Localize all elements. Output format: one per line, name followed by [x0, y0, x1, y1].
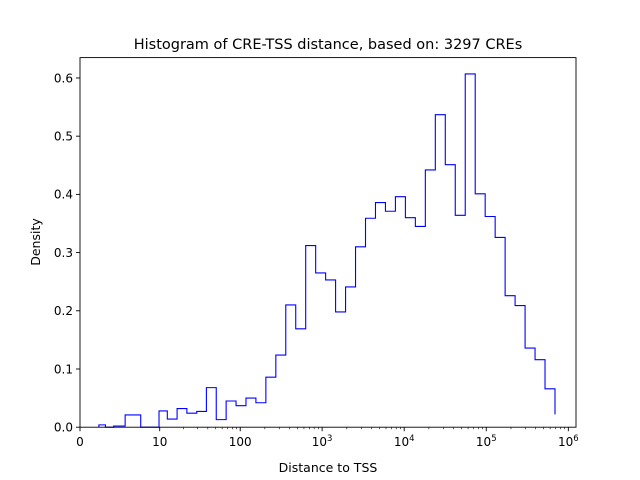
histogram-bin	[455, 215, 465, 427]
y-tick-label: 0.4	[54, 188, 73, 202]
x-axis: 0 10 100 103 104 105 106	[76, 427, 579, 449]
histogram-bin	[246, 398, 256, 427]
histogram-bin	[167, 419, 177, 427]
histogram-bin	[366, 218, 376, 427]
histogram-outline	[98, 73, 556, 428]
histogram-bin	[385, 211, 395, 427]
histogram-bin	[266, 377, 276, 427]
histogram-bin	[177, 409, 187, 428]
histogram-bin	[216, 420, 226, 428]
histogram-bin	[159, 411, 167, 427]
plot-area	[98, 73, 556, 428]
x-axis-label: Distance to TSS	[279, 460, 378, 475]
histogram-bin	[206, 388, 216, 428]
histogram-bin	[236, 406, 246, 428]
histogram-bin	[336, 312, 346, 427]
histogram-bin	[525, 348, 535, 427]
y-tick-label: 0.2	[54, 304, 73, 318]
x-tick-label: 103	[312, 434, 333, 449]
histogram-bin	[475, 194, 485, 427]
histogram-bin	[545, 389, 555, 427]
x-tick-label: 105	[476, 434, 497, 449]
x-tick-label: 106	[558, 434, 579, 449]
histogram-bin	[445, 165, 455, 428]
x-tick-label: 10	[152, 435, 167, 449]
histogram-bin	[465, 74, 475, 427]
histogram-bin	[375, 203, 385, 428]
x-tick-label: 104	[394, 434, 415, 449]
y-tick-label: 0.5	[54, 129, 73, 143]
histogram-bin	[125, 415, 141, 427]
histogram-bin	[356, 247, 366, 427]
y-tick-label: 0.1	[54, 362, 73, 376]
histogram-bin	[425, 170, 435, 427]
histogram-bin	[286, 305, 296, 427]
histogram-bin	[296, 329, 306, 427]
y-axis-label: Density	[28, 218, 43, 266]
y-tick-label: 0.0	[54, 421, 73, 435]
y-tick-label: 0.6	[54, 71, 73, 85]
histogram-bin	[276, 355, 286, 427]
histogram-bin	[435, 115, 445, 428]
histogram-bin	[515, 306, 525, 428]
histogram-bin	[326, 280, 336, 427]
histogram-bin	[485, 217, 495, 428]
y-axis: 0.0 0.1 0.2 0.3 0.4 0.5 0.6	[54, 71, 80, 435]
histogram-bin	[197, 411, 207, 427]
histogram-bin	[346, 287, 356, 427]
histogram-bin	[306, 246, 316, 428]
histogram-bin	[405, 218, 415, 428]
histogram-bin	[187, 413, 197, 427]
plot-frame	[79, 57, 577, 428]
histogram-bin	[505, 296, 515, 428]
histogram-bin	[395, 197, 405, 427]
histogram-bin	[415, 226, 425, 427]
histogram-bin	[495, 237, 505, 427]
histogram-bin	[226, 401, 236, 427]
y-tick-label: 0.3	[54, 246, 73, 260]
histogram-bin	[535, 360, 545, 428]
chart-title: Histogram of CRE-TSS distance, based on:…	[134, 37, 523, 53]
x-tick-label: 100	[229, 435, 252, 449]
x-tick-label: 0	[76, 435, 84, 449]
histogram-bin	[316, 273, 326, 427]
histogram-bin	[256, 403, 266, 427]
